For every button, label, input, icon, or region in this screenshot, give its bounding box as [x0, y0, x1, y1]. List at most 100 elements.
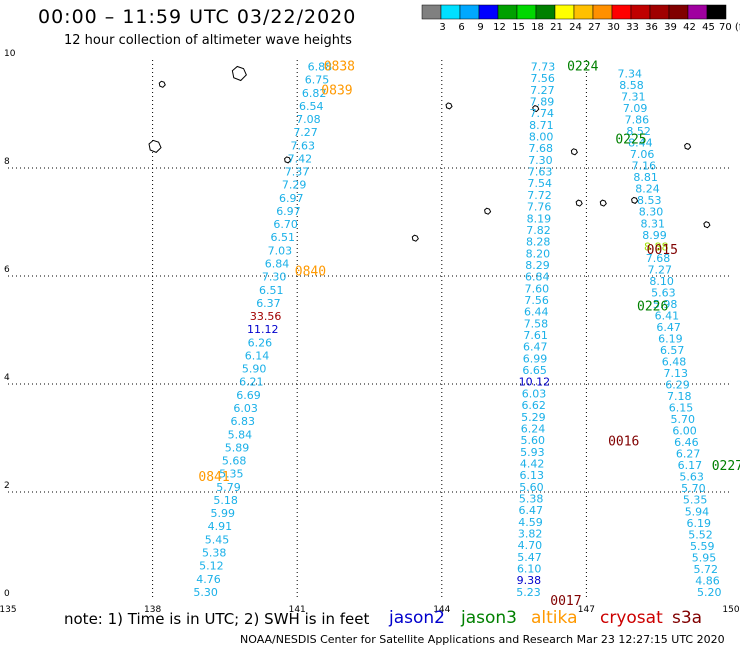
wave-height-value: 8.44 — [628, 137, 653, 150]
pass-time-label: 0840 — [295, 265, 326, 280]
lat-tick-label: 4 — [4, 373, 10, 383]
wave-height-value: 7.61 — [523, 329, 548, 342]
island-outline — [148, 139, 162, 153]
wave-height-value: 7.82 — [526, 224, 551, 237]
wave-height-value: 8.24 — [635, 183, 660, 196]
wave-height-value: 7.86 — [625, 114, 650, 127]
wave-height-value: 7.56 — [524, 294, 549, 307]
wave-height-value: 7.06 — [630, 148, 655, 161]
wave-height-value: 5.89 — [225, 441, 250, 454]
wave-height-value: 5.29 — [521, 411, 546, 424]
wave-height-value: 5.18 — [213, 494, 238, 507]
wave-height-value: 6.83 — [230, 415, 255, 428]
lon-tick-label: 141 — [289, 605, 306, 615]
wave-height-value: 5.52 — [688, 528, 713, 541]
wave-height-value: 6.51 — [270, 231, 295, 244]
wave-height-value: 8.52 — [626, 125, 651, 138]
wave-height-value: 6.48 — [662, 356, 687, 369]
wave-height-value: 4.70 — [518, 539, 543, 552]
wave-height-value: 6.54 — [299, 100, 324, 113]
wave-height-value: 6.46 — [674, 436, 699, 449]
wave-height-value: 6.84 — [265, 258, 290, 271]
wave-height-value: 8.10 — [649, 275, 674, 288]
wave-height-value: 8.20 — [526, 247, 551, 260]
wave-height-value: 7.56 — [530, 72, 555, 85]
island-outline — [411, 234, 419, 242]
wave-height-value: 7.72 — [527, 189, 552, 202]
wave-height-value: 4.42 — [520, 457, 545, 470]
wave-height-value: 3.82 — [518, 528, 543, 541]
wave-height-value: 5.93 — [520, 446, 545, 459]
colorbar-label: 21 — [550, 22, 563, 33]
wave-height-value: 5.63 — [651, 286, 676, 299]
wave-height-value: 7.27 — [648, 263, 673, 276]
colorbar-label: 36 — [645, 22, 658, 33]
wave-height-value: 7.73 — [531, 60, 556, 73]
island-outline — [532, 105, 540, 113]
island-outline — [599, 199, 607, 207]
wave-height-value: 6.99 — [523, 352, 548, 365]
wave-height-value: 7.68 — [529, 142, 554, 155]
wave-height-value: 5.90 — [242, 363, 267, 376]
pass-time-label: 0841 — [198, 470, 229, 485]
wave-height-value: 8.28 — [526, 236, 551, 249]
wave-height-value: 11.12 — [247, 323, 279, 336]
island-outline — [684, 142, 692, 150]
wave-height-value: 7.16 — [632, 160, 657, 173]
wave-height-value: 6.15 — [669, 402, 694, 415]
island-outline — [484, 207, 492, 215]
wave-height-value: 7.18 — [667, 390, 692, 403]
wave-height-value: 8.99 — [642, 229, 667, 242]
colorbar-swatches — [421, 4, 727, 20]
lat-tick-label: 8 — [4, 157, 10, 167]
wave-height-value: 6.69 — [236, 389, 261, 402]
colorbar-label: 42 — [683, 22, 696, 33]
wave-height-value: 8.88 — [644, 240, 669, 253]
wave-height-value: 6.00 — [672, 425, 697, 438]
wave-height-value: 5.63 — [679, 471, 704, 484]
island-outline — [575, 199, 583, 207]
wave-height-value: 5.84 — [228, 428, 253, 441]
lon-tick-label: 147 — [578, 605, 595, 615]
map-grid — [8, 60, 731, 600]
wave-height-value: 5.60 — [520, 434, 545, 447]
wave-height-value: 6.44 — [524, 306, 549, 319]
wave-height-value: 6.10 — [517, 563, 542, 576]
wave-height-value: 6.03 — [522, 387, 547, 400]
wave-height-value: 6.65 — [522, 364, 547, 377]
wave-height-value: 6.24 — [521, 422, 546, 435]
wave-height-value: 8.19 — [527, 212, 552, 225]
map-tracks: 6.886.756.826.547.087.277.637.427.377.29… — [193, 60, 721, 598]
wave-height-value: 5.23 — [516, 586, 541, 599]
wave-height-value: 7.29 — [282, 179, 307, 192]
pass-time-label: 0015 — [647, 243, 678, 258]
lon-tick-label: 144 — [433, 605, 450, 615]
wave-height-value: 5.99 — [211, 507, 236, 520]
colorbar-label: 27 — [588, 22, 601, 33]
wave-height-value: 5.95 — [692, 551, 717, 564]
colorbar-swatch — [706, 4, 727, 20]
colorbar-label: 12 — [493, 22, 506, 33]
wave-height-value: 7.08 — [296, 113, 321, 126]
wave-height-value: 4.91 — [208, 520, 233, 533]
wave-height-value: 7.27 — [293, 126, 318, 139]
legend-item-cryosat: cryosat — [600, 608, 663, 628]
pass-time-label: 0225 — [615, 132, 646, 147]
wave-height-value: 6.82 — [302, 87, 327, 100]
wave-height-value: 5.38 — [202, 546, 227, 559]
island-outline — [445, 102, 453, 110]
wave-height-value: 6.19 — [686, 517, 711, 530]
wave-height-value: 7.30 — [262, 271, 287, 284]
wave-height-value: 8.31 — [641, 217, 666, 230]
pass-time-label: 0227 — [712, 459, 740, 474]
wave-height-value: 5.12 — [199, 560, 224, 573]
wave-height-value: 6.97 — [279, 192, 304, 205]
wave-height-value: 7.60 — [525, 282, 550, 295]
wave-height-value: 6.70 — [273, 218, 298, 231]
wave-height-value: 5.70 — [671, 413, 696, 426]
wave-height-value: 7.42 — [288, 152, 313, 165]
legend-item-s3a: s3a — [672, 608, 703, 628]
wave-height-value: 7.37 — [285, 166, 310, 179]
wave-height-value: 7.74 — [529, 107, 554, 120]
lat-tick-label: 2 — [4, 481, 10, 491]
